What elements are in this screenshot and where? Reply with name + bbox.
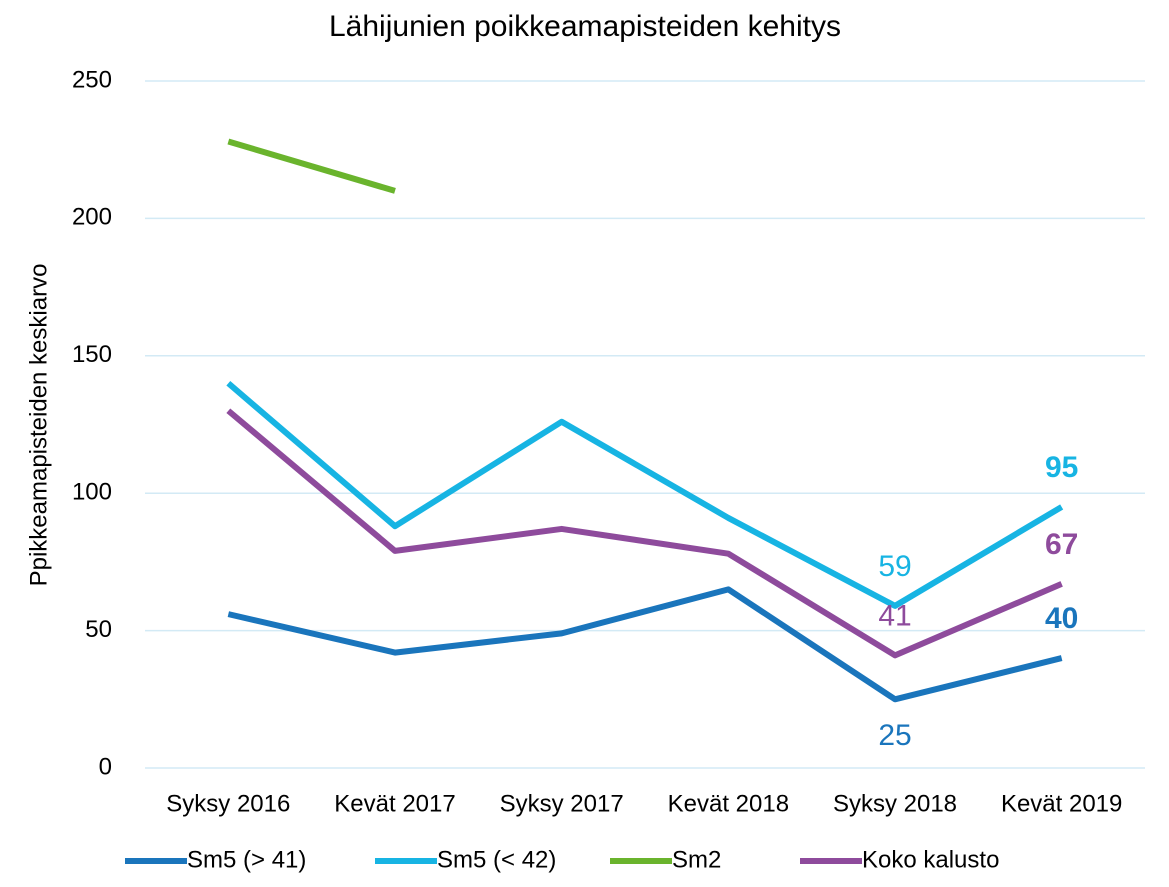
data-label: 67 bbox=[1045, 528, 1078, 561]
data-label: 95 bbox=[1045, 451, 1078, 484]
y-tick-label: 250 bbox=[72, 66, 112, 93]
y-tick-label: 50 bbox=[85, 616, 112, 643]
legend-label: Sm2 bbox=[672, 846, 721, 873]
legend-label: Koko kalusto bbox=[862, 846, 999, 873]
y-tick-label: 100 bbox=[72, 479, 112, 506]
x-tick-label: Kevät 2018 bbox=[668, 790, 789, 817]
y-axis-title: Ppikkeamapisteiden keskiarvo bbox=[25, 264, 52, 587]
data-label: 25 bbox=[878, 719, 911, 752]
x-tick-label: Kevät 2019 bbox=[1001, 790, 1122, 817]
data-label: 59 bbox=[878, 550, 911, 583]
series-line bbox=[227, 586, 1063, 703]
legend-label: Sm5 (> 41) bbox=[187, 846, 306, 873]
series-line bbox=[226, 381, 1064, 609]
chart-title: Lähijunien poikkeamapisteiden kehitys bbox=[329, 10, 841, 43]
x-tick-label: Syksy 2016 bbox=[166, 790, 290, 817]
series-line bbox=[227, 138, 396, 194]
data-label: 40 bbox=[1045, 602, 1078, 635]
x-tick-label: Kevät 2017 bbox=[334, 790, 455, 817]
y-tick-label: 150 bbox=[72, 341, 112, 368]
y-tick-label: 0 bbox=[99, 753, 112, 780]
data-label: 41 bbox=[878, 599, 911, 632]
x-tick-label: Syksy 2018 bbox=[833, 790, 957, 817]
y-tick-label: 200 bbox=[72, 204, 112, 231]
x-tick-label: Syksy 2017 bbox=[500, 790, 624, 817]
legend-label: Sm5 (< 42) bbox=[437, 846, 556, 873]
series-line bbox=[226, 408, 1063, 659]
